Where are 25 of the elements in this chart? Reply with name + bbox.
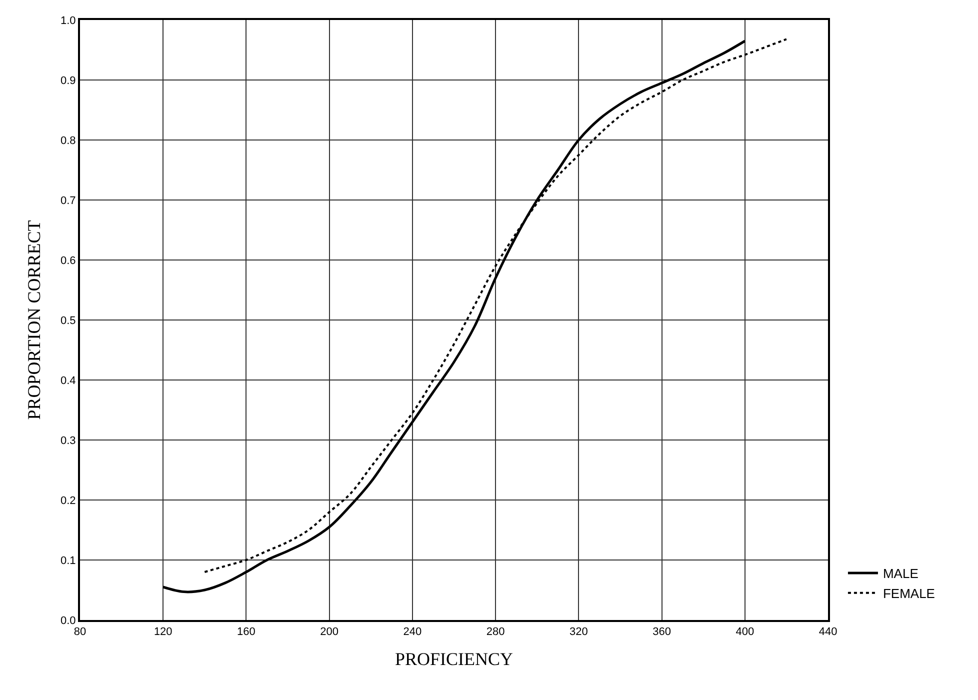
legend-label: FEMALE	[882, 586, 936, 601]
x-tick-label: 280	[486, 626, 505, 638]
x-tick-label: 440	[818, 626, 838, 638]
y-tick-label: 0.5	[60, 314, 76, 327]
x-tick-label: 200	[320, 626, 339, 638]
y-tick-label: 0.2	[60, 494, 76, 507]
y-tick-label: 0.7	[60, 194, 76, 207]
x-tick-label: 360	[652, 626, 671, 638]
x-tick-label: 120	[154, 626, 172, 638]
y-tick-label: 0.0	[60, 614, 76, 627]
x-tick-label: 320	[569, 626, 588, 638]
x-tick-label: 160	[237, 626, 256, 638]
y-axis-title: PROPORTION CORRECT	[24, 220, 44, 420]
y-tick-label: 0.6	[60, 254, 76, 267]
y-tick-label: 0.4	[60, 374, 76, 387]
x-tick-label: 80	[74, 626, 86, 638]
x-tick-label: 240	[403, 626, 422, 638]
y-tick-label: 0.1	[60, 554, 76, 567]
y-tick-label: 0.8	[60, 134, 76, 147]
x-axis-title: PROFICIENCY	[394, 648, 514, 669]
x-tick-label: 400	[736, 626, 754, 638]
y-tick-label: 0.9	[60, 74, 76, 87]
y-tick-label: 0.3	[60, 434, 76, 447]
legend-label: MALE	[882, 566, 919, 582]
y-tick-label: 1.0	[60, 14, 76, 27]
